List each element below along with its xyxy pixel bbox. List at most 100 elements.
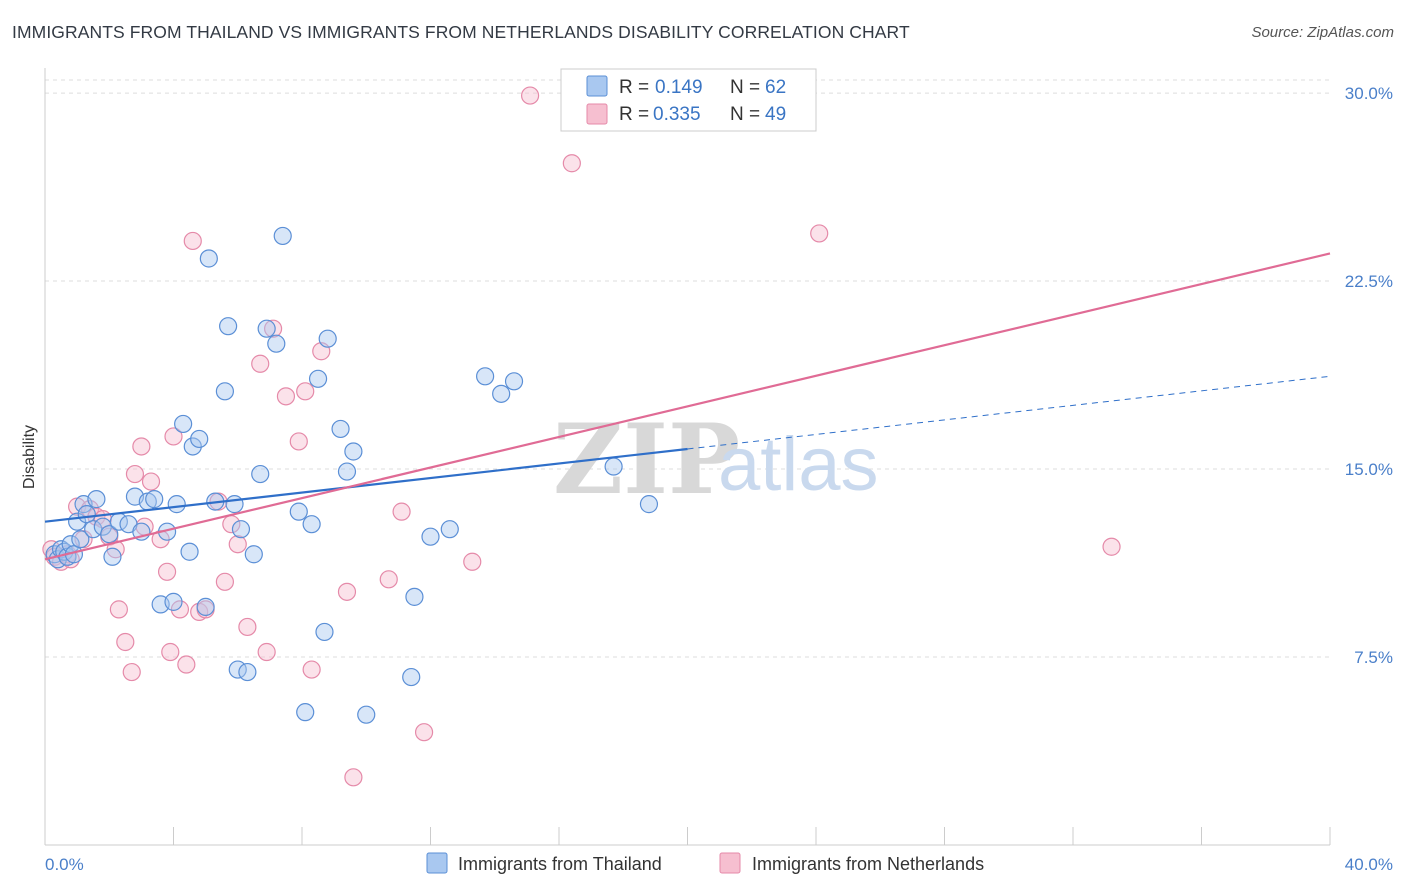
netherlands-point: [141, 472, 161, 491]
thailand-point: [440, 520, 459, 539]
thailand-point: [238, 662, 257, 682]
netherlands-point: [463, 552, 482, 571]
correlation-legend: R = 0.149 N = 62 R = 0.335 N = 49: [560, 68, 817, 132]
netherlands-point: [1102, 537, 1121, 556]
netherlands-trend-line: [44, 252, 1331, 561]
thailand-point: [103, 547, 122, 566]
thailand-point: [402, 667, 421, 687]
thailand-point: [318, 329, 337, 348]
netherlands-point: [263, 319, 283, 338]
thailand-point: [71, 530, 90, 549]
thailand-point: [315, 622, 334, 642]
netherlands-point: [520, 86, 540, 105]
thailand-point: [405, 587, 424, 606]
netherlands-point: [132, 437, 151, 456]
thailand-point: [190, 429, 209, 449]
series-legend: Immigrants from Thailand Immigrants from…: [426, 852, 984, 874]
watermark-atlas: atlas: [718, 422, 879, 507]
legend-r-netherlands: 0.335: [653, 104, 701, 125]
netherlands-point: [161, 642, 180, 662]
netherlands-point: [228, 535, 247, 554]
legend-swatch-thailand: [586, 75, 608, 97]
y-tick-labels: 7.5% 15.0% 22.5% 30.0%: [1345, 84, 1393, 667]
netherlands-point: [276, 387, 296, 406]
thailand-point: [174, 414, 193, 434]
thailand-point: [87, 490, 106, 509]
netherlands-point: [379, 570, 398, 589]
thailand-point: [145, 490, 164, 509]
x-tick-label-min: 0.0%: [45, 855, 84, 874]
legend-n-label-netherlands: N =: [730, 104, 760, 125]
thailand-point: [257, 319, 276, 338]
thailand-trend-extension: [687, 375, 1331, 450]
thailand-point: [231, 520, 251, 539]
thailand-point: [357, 705, 376, 724]
netherlands-point: [562, 154, 581, 173]
netherlands-point: [238, 617, 257, 637]
netherlands-point: [183, 231, 202, 251]
x-tick-label-max: 40.0%: [1345, 855, 1393, 874]
legend-r-label-thailand: R =: [619, 77, 649, 98]
netherlands-point: [337, 582, 357, 601]
legend-swatch-netherlands: [586, 103, 608, 125]
netherlands-point: [251, 354, 270, 373]
thailand-point: [639, 495, 659, 514]
trend-lines: [44, 252, 1331, 561]
x-tick-labels: 0.0% 40.0%: [45, 855, 1393, 874]
thailand-point: [251, 464, 270, 484]
netherlands-point: [170, 600, 190, 619]
bottom-legend-swatch-netherlands: [719, 852, 741, 874]
netherlands-point: [289, 432, 308, 451]
legend-n-netherlands: 49: [765, 104, 786, 125]
thailand-point: [100, 525, 119, 544]
thailand-point: [164, 592, 183, 611]
netherlands-point: [157, 562, 177, 581]
y-tick-label: 30.0%: [1345, 84, 1393, 103]
thailand-point: [604, 457, 623, 476]
thailand-point: [331, 419, 350, 439]
y-tick-label: 22.5%: [1345, 272, 1393, 291]
thailand-point: [289, 502, 308, 521]
y-axis-label: Disability: [21, 425, 38, 489]
thailand-point: [77, 505, 96, 524]
thailand-point: [302, 515, 321, 534]
thailand-point: [344, 442, 363, 461]
thailand-point: [196, 597, 215, 616]
netherlands-point: [392, 502, 411, 521]
netherlands-point: [296, 382, 315, 401]
thailand-trend-line: [44, 447, 688, 523]
thailand-point: [267, 334, 286, 353]
thailand-point: [476, 367, 495, 386]
netherlands-point: [177, 655, 196, 674]
legend-n-thailand: 62: [765, 77, 786, 98]
netherlands-point: [302, 660, 321, 679]
thailand-point: [273, 226, 292, 246]
bottom-legend-thailand: Immigrants from Thailand: [458, 854, 662, 874]
legend-r-thailand: 0.149: [655, 77, 703, 98]
y-tick-label: 7.5%: [1354, 648, 1393, 667]
netherlands-point: [257, 642, 276, 662]
thailand-point: [167, 495, 186, 514]
thailand-point: [492, 384, 511, 403]
bottom-legend-swatch-thailand: [426, 852, 448, 874]
thailand-point: [199, 249, 218, 268]
netherlands-point: [116, 632, 135, 652]
thailand-point: [183, 437, 202, 456]
legend-r-label-netherlands: R =: [619, 104, 649, 125]
thailand-point: [421, 527, 440, 546]
thailand-point: [337, 462, 357, 481]
legend-n-label-thailand: N =: [730, 77, 760, 98]
grid-lines: [45, 79, 1330, 658]
netherlands-point: [215, 572, 234, 591]
y-tick-label: 15.0%: [1345, 460, 1393, 479]
netherlands-point: [414, 723, 434, 742]
thailand-point: [219, 317, 238, 336]
bottom-legend-netherlands: Immigrants from Netherlands: [752, 854, 984, 874]
thailand-point: [215, 382, 234, 401]
netherlands-point: [125, 464, 145, 484]
thailand-point: [296, 703, 315, 722]
netherlands-point: [122, 662, 141, 682]
netherlands-point: [344, 768, 363, 787]
netherlands-point: [109, 600, 128, 619]
